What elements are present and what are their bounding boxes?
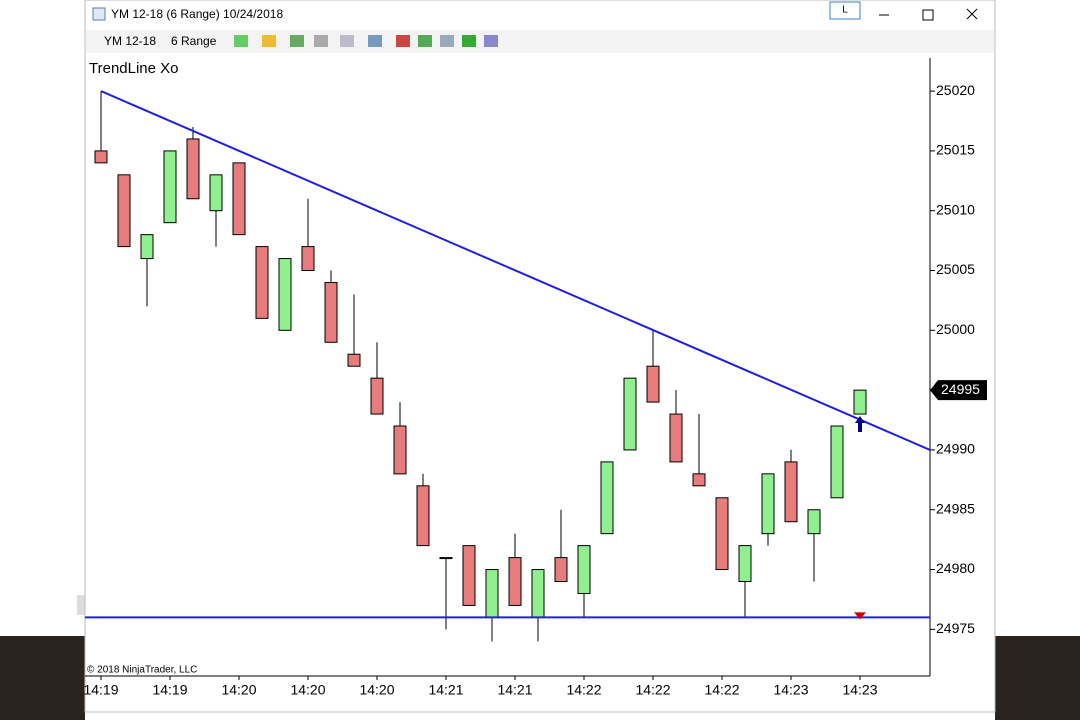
x-tick-label: 14:20	[290, 682, 325, 698]
candle-body	[301, 246, 315, 272]
candle-body	[715, 497, 729, 571]
x-tick-label: 14:20	[359, 682, 394, 698]
candle-body	[163, 150, 177, 224]
candle-body	[738, 545, 752, 583]
tool-icon[interactable]	[262, 35, 276, 47]
close[interactable]	[966, 8, 978, 20]
tool-icon[interactable]	[314, 35, 328, 47]
x-tick-label: 14:20	[221, 682, 256, 698]
candle-body	[416, 485, 430, 547]
y-tick-label: 24985	[936, 500, 975, 516]
candle-body	[600, 461, 614, 535]
x-tick-label: 14:22	[704, 682, 739, 698]
copyright: © 2018 NinjaTrader, LLC	[87, 665, 197, 676]
candle-body	[623, 377, 637, 451]
link-button[interactable]	[829, 1, 861, 20]
candle-body	[347, 353, 361, 367]
y-tick-label: 25020	[936, 82, 975, 98]
candle-body	[117, 174, 131, 248]
y-tick-label: 25010	[936, 201, 975, 217]
trendline	[100, 90, 931, 451]
buy-arrow	[855, 416, 865, 433]
y-tick-label: 24990	[936, 441, 975, 457]
candle-body	[508, 557, 522, 606]
y-tick-label: 24980	[936, 560, 975, 576]
candle-body	[830, 425, 844, 499]
tool-icon[interactable]	[484, 35, 498, 47]
y-tick-label: 25005	[936, 261, 975, 277]
window-title: YM 12-18 (6 Range) 10/24/2018	[111, 7, 283, 21]
y-tick-label: 25000	[936, 321, 975, 337]
candle-body	[186, 138, 200, 200]
candle-body	[255, 246, 269, 319]
desktop-strip	[77, 595, 85, 615]
candle-body	[485, 569, 499, 618]
candle-body	[807, 509, 821, 535]
desktop-left	[0, 636, 85, 720]
candle-body	[462, 545, 476, 606]
candle-body	[324, 281, 338, 343]
candle-body	[393, 425, 407, 475]
candle-body	[692, 473, 706, 487]
candle-body	[439, 557, 453, 560]
candle-body	[94, 150, 108, 164]
candle-body	[140, 234, 154, 260]
toolbar-icons	[234, 35, 498, 47]
tool-icon[interactable]	[368, 35, 382, 47]
candle-body	[646, 365, 660, 403]
x-tick-label: 14:21	[497, 682, 532, 698]
app-icon	[92, 7, 106, 21]
y-tick-label: 24975	[936, 620, 975, 636]
link-button-label[interactable]: L	[842, 5, 848, 16]
x-tick-label: 14:19	[83, 682, 118, 698]
candle-body	[853, 389, 867, 415]
candle-body	[669, 413, 683, 463]
last-price-box	[930, 380, 987, 401]
x-tick-label: 14:23	[842, 682, 877, 698]
period-selector[interactable]: 6 Range	[171, 34, 217, 48]
desktop-right	[995, 636, 1080, 720]
x-tick-label: 14:22	[635, 682, 670, 698]
y-tick-label: 25015	[936, 142, 975, 158]
sell-marker	[854, 612, 866, 620]
tool-icon[interactable]	[234, 35, 248, 47]
last-price-label: 24995	[941, 381, 980, 397]
instrument-selector[interactable]: YM 12-18	[104, 34, 156, 48]
plot: 24975 24980 24985 24990 24995 25000 25005 25010…	[83, 82, 987, 698]
maximize[interactable]	[922, 9, 934, 21]
x-tick-label: 14:22	[566, 682, 601, 698]
candle-body	[232, 162, 246, 236]
candle-body	[554, 557, 568, 583]
candle-body	[577, 545, 591, 594]
candle-body	[784, 461, 798, 523]
x-tick-label: 14:23	[773, 682, 808, 698]
x-tick-label: 14:19	[152, 682, 187, 698]
toolbar	[86, 30, 994, 53]
tool-icon[interactable]	[396, 35, 410, 47]
candle-body	[278, 258, 292, 331]
tool-icon[interactable]	[418, 35, 432, 47]
tool-icon[interactable]	[290, 35, 304, 47]
tool-icon[interactable]	[462, 35, 476, 47]
candle-body	[761, 473, 775, 535]
chart-title: TrendLine Xo	[89, 60, 179, 77]
candle-body	[531, 569, 545, 618]
candle-body	[209, 174, 223, 212]
tool-icon[interactable]	[340, 35, 354, 47]
candle-body	[370, 377, 384, 415]
tool-icon[interactable]	[440, 35, 454, 47]
x-tick-label: 14:21	[428, 682, 463, 698]
